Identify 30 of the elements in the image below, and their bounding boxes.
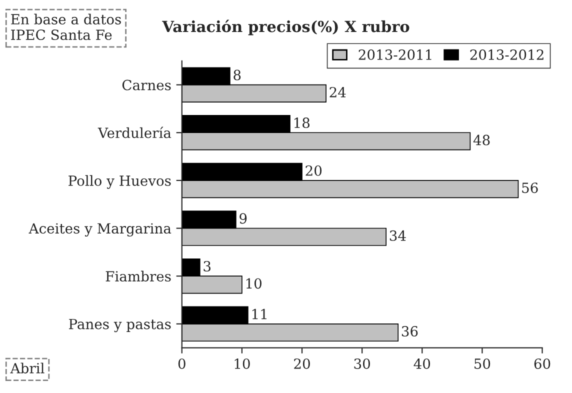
data-label: 9 [240, 213, 247, 224]
data-label: 56 [522, 182, 538, 194]
data-label: 48 [473, 134, 490, 146]
data-label: 11 [252, 308, 266, 320]
data-label: 24 [330, 86, 346, 98]
x-tick-label: 60 [534, 358, 550, 369]
y-tick-label: Carnes [122, 80, 171, 90]
x-tick-label: 30 [354, 358, 370, 369]
data-label: 3 [204, 261, 210, 272]
x-tick-label: 40 [414, 358, 430, 369]
text: Abril [10, 362, 44, 374]
x-tick-label: 0 [178, 358, 186, 369]
y-tick-label: Pollo y Huevos [68, 175, 171, 189]
chart-title: Variación precios(%) X rubro [162, 20, 410, 36]
legend-label: 2013-2012 [470, 49, 544, 60]
x-tick-label: 10 [234, 358, 250, 369]
y-tick-label: Fiambres [106, 270, 171, 282]
legend-label: 2013-2011 [358, 49, 432, 60]
y-tick-label: Aceites y Margarina [28, 223, 172, 237]
data-label: 34 [390, 230, 406, 241]
x-tick-label: 20 [294, 358, 310, 369]
data-label: 36 [402, 326, 418, 337]
text: En base a datos IPEC Santa Fe [11, 14, 121, 40]
y-tick-label: Verdulería [98, 126, 172, 138]
data-label: 8 [234, 70, 241, 80]
data-label: 20 [306, 165, 322, 176]
x-tick-label: 50 [474, 358, 490, 369]
y-tick-label: Panes y pastas [68, 318, 171, 332]
data-label: 10 [246, 278, 262, 289]
data-label: 18 [294, 118, 310, 128]
